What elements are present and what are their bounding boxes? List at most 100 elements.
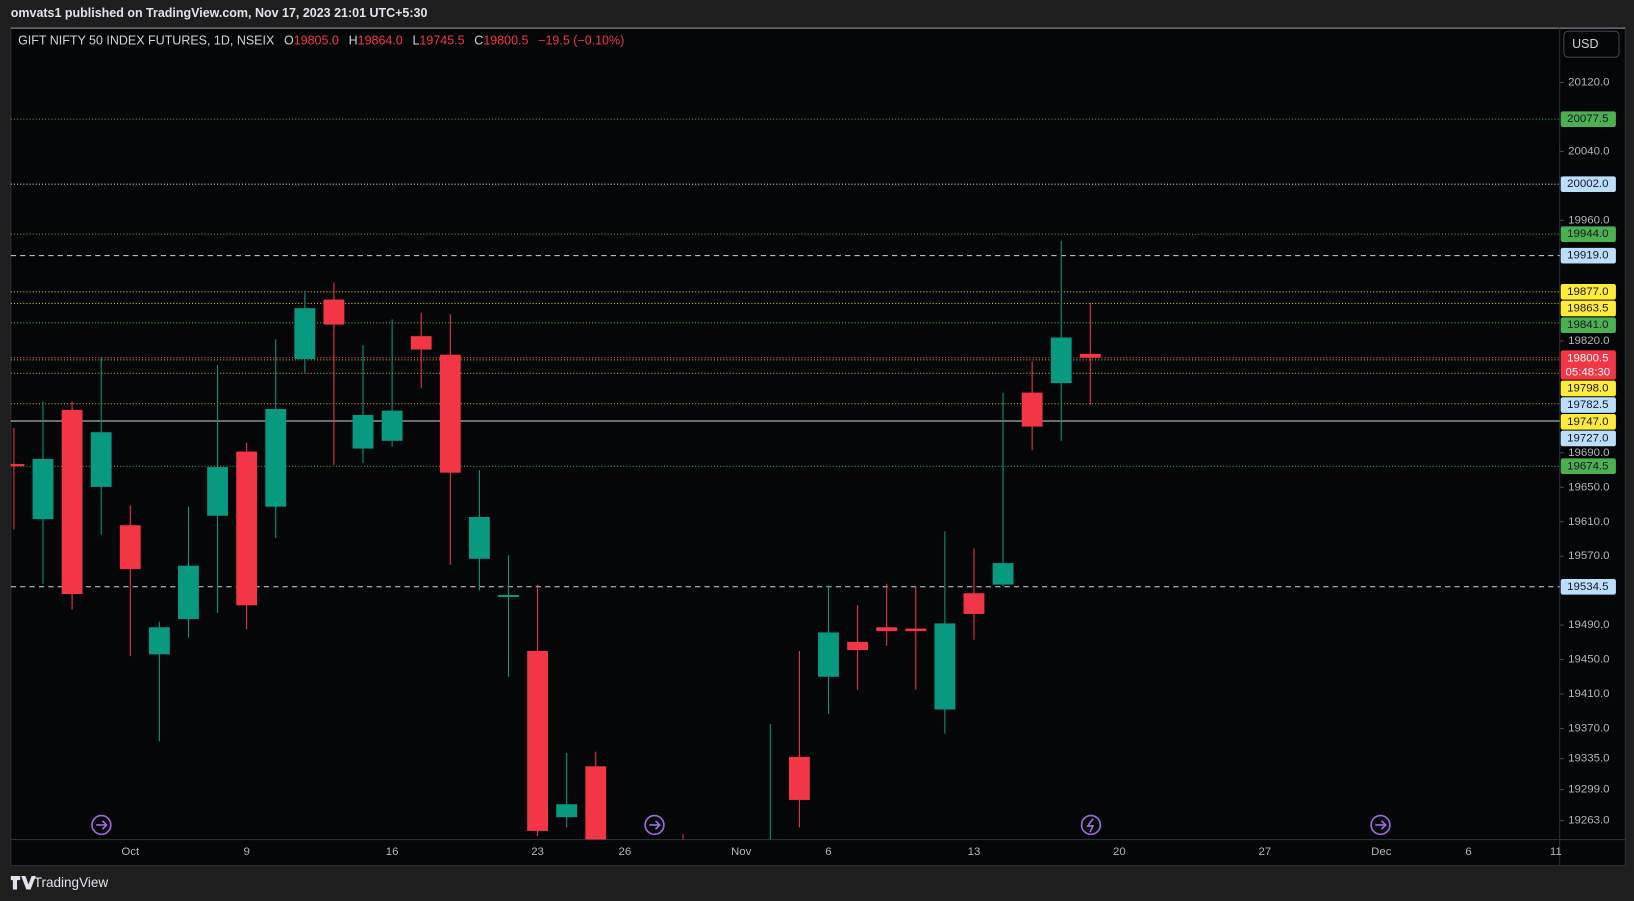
event-arrow — [649, 820, 661, 830]
event-icons — [91, 814, 1391, 836]
ohlc-value: 19864.0 — [358, 34, 403, 48]
x-tick-label: Oct — [121, 846, 140, 858]
candle-body — [410, 336, 432, 350]
candle-body — [847, 641, 869, 651]
chart-pane — [10, 27, 1626, 867]
x-tick-label: 26 — [618, 846, 631, 858]
price-tag — [1560, 397, 1616, 413]
candle-body — [236, 451, 258, 606]
price-tag-label: 20077.5 — [1567, 113, 1608, 125]
event-arrow — [1375, 820, 1387, 830]
y-tick-label: 19650.0 — [1568, 481, 1609, 493]
x-tick-label: 23 — [531, 846, 544, 858]
y-tick-label: 19610.0 — [1568, 516, 1609, 528]
candle-body — [788, 756, 810, 800]
event-icon[interactable] — [1080, 814, 1102, 836]
event-icon[interactable] — [644, 814, 665, 836]
ohlc-value: 19805.0 — [294, 34, 339, 48]
price-tag-label: 19534.5 — [1567, 581, 1608, 593]
currency-label[interactable]: USD — [1572, 37, 1598, 51]
y-tick-label: 19370.0 — [1568, 722, 1609, 734]
price-tag — [1560, 317, 1616, 333]
price-tag-label: 19919.0 — [1567, 250, 1608, 262]
candle-body — [61, 409, 83, 595]
x-tick-label: Nov — [731, 846, 752, 858]
candle-body — [439, 354, 461, 473]
price-tag — [1560, 458, 1616, 475]
y-tick-label: 19450.0 — [1568, 654, 1609, 666]
x-tick-label: 6 — [1465, 846, 1471, 858]
candle-body — [90, 432, 112, 487]
brand-name: TradingView — [34, 875, 109, 890]
candle-body — [1079, 353, 1101, 358]
candle-body — [585, 766, 607, 840]
brand-logo — [10, 876, 36, 890]
price-tag-label: 19727.0 — [1567, 432, 1608, 444]
y-tick-label: 19820.0 — [1568, 335, 1609, 347]
y-tick-label: 19490.0 — [1568, 619, 1609, 631]
y-tick-label: 19335.0 — [1568, 753, 1609, 765]
candle-body — [294, 308, 316, 360]
price-tag — [1560, 284, 1616, 300]
currency-button[interactable] — [1563, 30, 1620, 58]
candle-body — [556, 804, 578, 818]
candle-body — [381, 410, 403, 441]
price-tag — [1560, 350, 1616, 380]
candle-body — [963, 593, 985, 614]
legend: GIFT NIFTY 50 INDEX FUTURES, 1D, NSEIX O… — [18, 34, 624, 48]
price-tag-label: 19944.0 — [1567, 228, 1608, 240]
y-tick-label: 19410.0 — [1568, 688, 1609, 700]
ohlc-value: 19800.5 — [483, 34, 528, 48]
price-tag-label: 19863.5 — [1567, 303, 1608, 315]
price-tag-label: 19747.0 — [1567, 416, 1608, 428]
x-tick-label: 16 — [386, 846, 399, 858]
event-icon[interactable] — [91, 814, 112, 836]
candle-body — [992, 563, 1014, 585]
price-tag-label: 19841.0 — [1567, 319, 1608, 331]
axis-layer: 20120.0 20040.0 19960.0 19820.0 19690.0 19650… — [121, 77, 1616, 858]
y-tick-label: 19570.0 — [1568, 550, 1609, 562]
ohlc-key: O — [284, 34, 294, 48]
candle-body — [1050, 337, 1072, 384]
candle-body — [207, 467, 228, 516]
price-countdown: 05:48:30 — [1566, 366, 1611, 378]
price-tag — [1560, 430, 1616, 447]
event-bolt — [1086, 818, 1095, 833]
event-icon[interactable] — [1370, 814, 1391, 836]
candle-body — [32, 458, 54, 520]
candle-body — [818, 632, 839, 677]
candle-body — [527, 650, 548, 831]
candle-body — [905, 628, 927, 632]
y-tick-label: 20040.0 — [1568, 145, 1609, 157]
price-tag-label: 19877.0 — [1567, 286, 1608, 298]
x-tick-label: 9 — [243, 846, 249, 858]
price-tag-label: 19800.5 — [1567, 352, 1608, 364]
candle-body — [323, 299, 345, 325]
candle-body — [178, 565, 199, 620]
price-tag — [1560, 176, 1616, 192]
price-tag-label: 19798.0 — [1567, 382, 1608, 394]
ohlc-key: H — [349, 34, 358, 48]
candle-body — [468, 517, 490, 559]
price-tag-label: 19674.5 — [1567, 460, 1608, 472]
candle-body — [498, 594, 519, 598]
candle-body — [1021, 392, 1043, 427]
price-tag-label: 19782.5 — [1567, 399, 1608, 411]
candle-body — [265, 408, 287, 507]
price-tag — [1560, 578, 1616, 595]
candle-body — [119, 525, 141, 570]
price-tag — [1560, 300, 1616, 317]
y-tick-label: 19263.0 — [1568, 815, 1609, 827]
price-tag — [1560, 111, 1616, 127]
candles-layer — [10, 240, 1101, 840]
x-tick-label: 13 — [968, 846, 981, 858]
y-tick-label: 19690.0 — [1568, 447, 1609, 459]
ohlc-value: 19745.5 — [419, 34, 464, 48]
y-tick-label: 20120.0 — [1568, 77, 1609, 89]
levels-layer — [10, 118, 1560, 588]
x-tick-label: 27 — [1259, 846, 1272, 858]
candle-body — [876, 627, 898, 632]
publisher-line: omvats1 published on TradingView.com, No… — [11, 6, 428, 20]
ohlc-key: C — [474, 34, 483, 48]
x-tick-label: 6 — [825, 846, 831, 858]
